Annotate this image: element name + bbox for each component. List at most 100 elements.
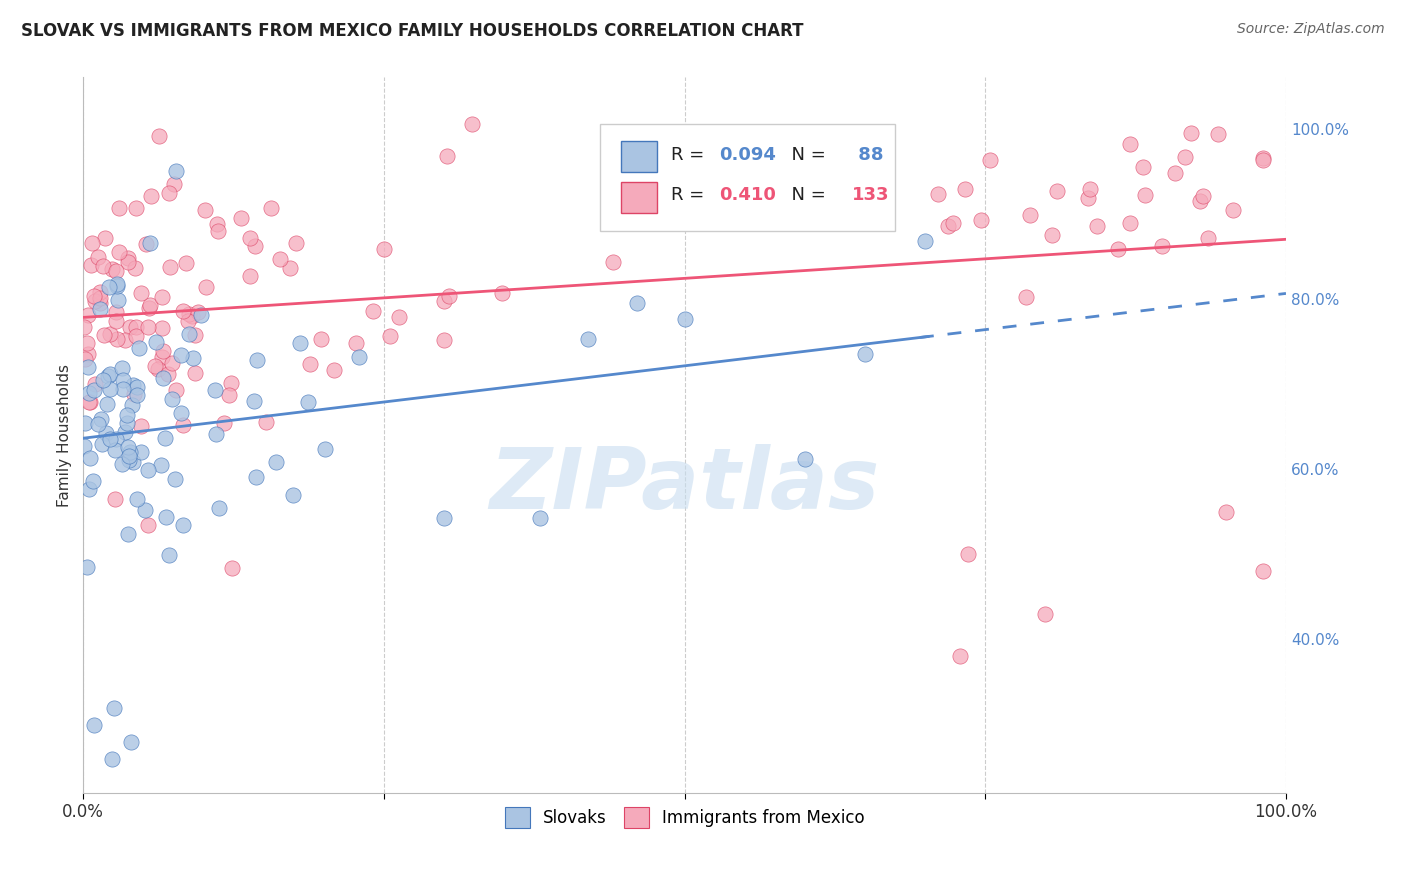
Point <box>181 351 204 365</box>
Point <box>98 279 121 293</box>
Point <box>104 443 127 458</box>
Point <box>135 237 157 252</box>
Point <box>1015 290 1038 304</box>
Point <box>243 394 266 409</box>
Point <box>1078 182 1101 196</box>
Point <box>93 327 115 342</box>
Point <box>104 305 127 319</box>
Point <box>949 649 972 664</box>
Point <box>86 417 108 431</box>
Point <box>84 293 107 308</box>
Point <box>118 319 141 334</box>
Point <box>145 334 167 349</box>
Point <box>117 527 139 541</box>
Text: 0.094: 0.094 <box>720 145 776 164</box>
Point <box>125 201 148 215</box>
Point <box>207 224 229 238</box>
Point <box>388 310 411 324</box>
Point <box>83 289 105 303</box>
Point <box>1174 150 1197 164</box>
Point <box>1077 191 1099 205</box>
Point <box>266 455 288 469</box>
Point <box>1133 187 1156 202</box>
Legend: Slovaks, Immigrants from Mexico: Slovaks, Immigrants from Mexico <box>498 801 872 834</box>
Point <box>254 415 277 429</box>
Point <box>136 517 159 532</box>
Point <box>322 363 344 377</box>
Point <box>179 307 201 321</box>
Point <box>114 425 136 439</box>
Point <box>1215 505 1237 519</box>
Point <box>165 383 187 397</box>
Point <box>76 560 98 574</box>
Point <box>239 269 262 284</box>
Point <box>117 254 139 268</box>
Point <box>673 311 696 326</box>
Point <box>129 445 152 459</box>
Point <box>73 320 96 334</box>
Point <box>433 294 456 309</box>
Point <box>1251 151 1274 165</box>
Text: N =: N = <box>780 145 831 164</box>
Point <box>77 360 100 375</box>
Text: 0.410: 0.410 <box>720 186 776 204</box>
Point <box>956 547 979 561</box>
Point <box>148 128 170 143</box>
Point <box>117 252 139 266</box>
Point <box>1132 160 1154 174</box>
Point <box>1222 202 1244 217</box>
Point <box>111 457 134 471</box>
Point <box>1042 228 1064 243</box>
Point <box>183 327 205 342</box>
Point <box>184 366 207 380</box>
Point <box>84 377 107 392</box>
Point <box>1150 238 1173 252</box>
Point <box>297 395 319 409</box>
Point <box>121 398 143 412</box>
Point <box>124 328 146 343</box>
Point <box>187 305 209 319</box>
Point <box>288 336 311 351</box>
Point <box>177 326 200 341</box>
Point <box>155 510 177 524</box>
Point <box>1206 128 1229 142</box>
Y-axis label: Family Households: Family Households <box>58 364 72 507</box>
Point <box>91 259 114 273</box>
Point <box>162 392 184 406</box>
Point <box>98 326 121 341</box>
Point <box>1033 607 1056 621</box>
Text: ZIPatlas: ZIPatlas <box>489 443 880 526</box>
Point <box>89 302 111 317</box>
Point <box>218 388 240 402</box>
Point <box>150 350 173 364</box>
Point <box>914 235 936 249</box>
Point <box>195 280 218 294</box>
Point <box>83 383 105 397</box>
Point <box>139 188 162 202</box>
Point <box>1046 184 1069 198</box>
Point <box>491 286 513 301</box>
Point <box>125 379 148 393</box>
Point <box>239 231 262 245</box>
Point <box>578 333 600 347</box>
Point <box>433 510 456 524</box>
Point <box>529 511 551 525</box>
Point <box>157 186 180 200</box>
Point <box>122 387 145 401</box>
Point <box>177 314 200 328</box>
Point <box>461 117 484 131</box>
Point <box>152 344 174 359</box>
Point <box>125 491 148 506</box>
Point <box>927 187 949 202</box>
Point <box>163 472 186 486</box>
Point <box>1164 166 1187 180</box>
Point <box>76 308 98 322</box>
Point <box>1251 153 1274 167</box>
Point <box>231 211 253 226</box>
Point <box>165 164 187 178</box>
Point <box>970 213 993 227</box>
Point <box>96 397 118 411</box>
Point <box>1018 208 1040 222</box>
Point <box>979 153 1001 167</box>
Point <box>75 416 97 430</box>
